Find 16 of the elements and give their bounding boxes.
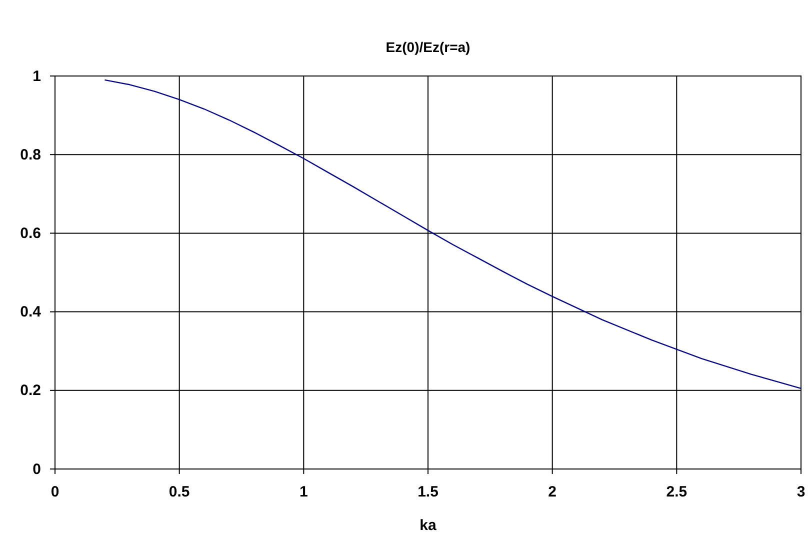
x-tick-label: 2.5 xyxy=(666,484,688,500)
y-tick-label: 0.6 xyxy=(20,225,41,242)
y-tick-label: 0.2 xyxy=(20,382,41,400)
chart-title: Ez(0)/Ez(r=a) xyxy=(386,39,470,55)
y-tick-label: 0.8 xyxy=(20,146,41,164)
x-tick-label: 1.5 xyxy=(418,484,438,500)
x-tick-label: 0.5 xyxy=(168,484,190,500)
x-tick-label: 2 xyxy=(548,484,557,500)
x-tick-label: 3 xyxy=(796,484,806,500)
x-axis-title: ka xyxy=(420,517,437,534)
x-tick-label: 1 xyxy=(299,484,308,500)
y-tick-label: 0 xyxy=(32,460,41,478)
y-tick-label: 1 xyxy=(32,68,41,85)
y-tick-label: 0.4 xyxy=(20,304,42,321)
line-series xyxy=(104,79,802,390)
x-tick-label: 0 xyxy=(50,484,60,500)
